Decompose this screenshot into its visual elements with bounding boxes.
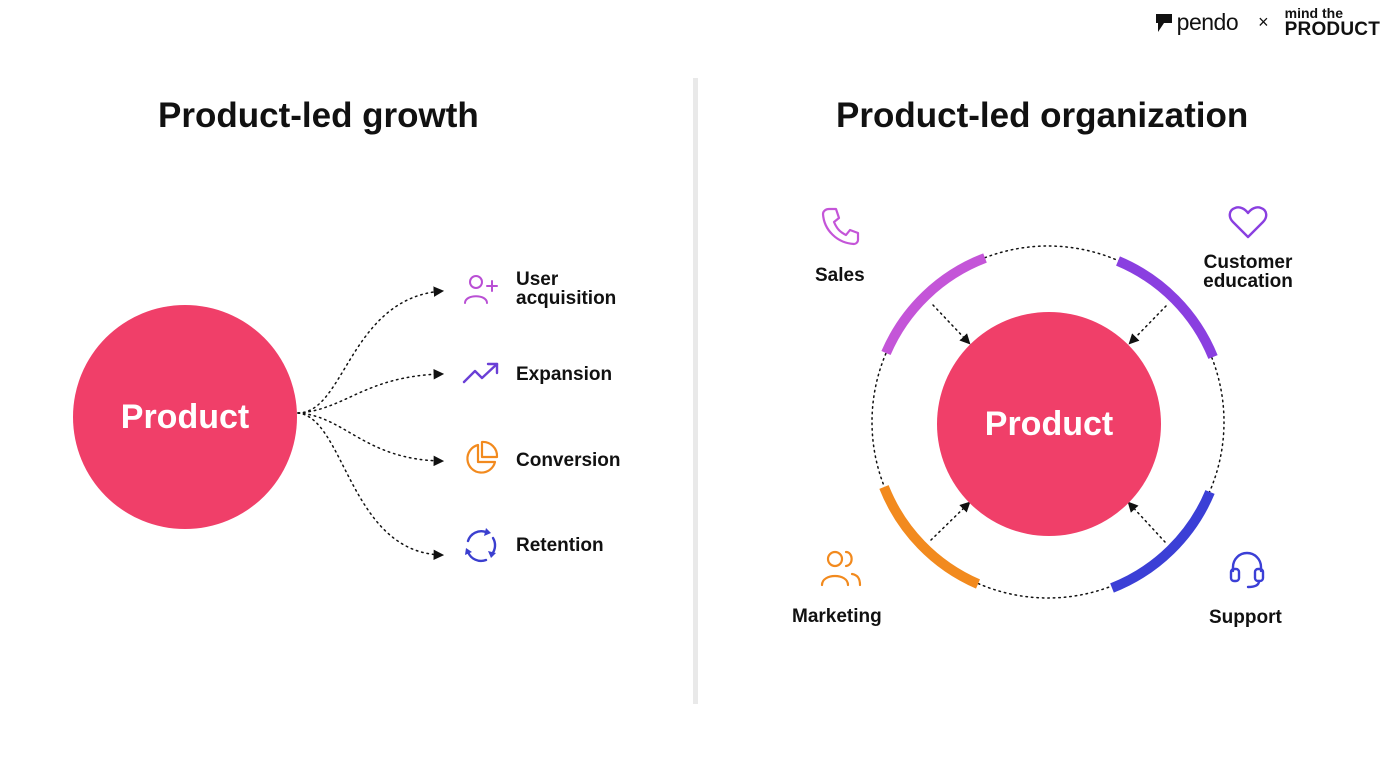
org-arrow-education	[1128, 305, 1167, 345]
label-user: User	[516, 269, 559, 290]
label-customer-education: Customer education	[1196, 253, 1300, 291]
growth-connector-acquisition	[297, 286, 445, 414]
mtp-logo-bottom: PRODUCT	[1284, 19, 1380, 40]
label-expansion: Expansion	[516, 364, 613, 385]
org-arrow-sales	[932, 304, 971, 345]
product-circle-right: Product	[937, 312, 1161, 536]
label-marketing: Marketing	[792, 606, 882, 627]
mind-the-product-logo: mind the PRODUCT	[1285, 6, 1380, 39]
support-arc	[1110, 490, 1215, 593]
brand-logos: pendo × mind the PRODUCT	[1153, 6, 1380, 39]
logo-separator: ×	[1258, 12, 1269, 32]
label-sales: Sales	[815, 265, 865, 286]
growth-connector-conversion	[297, 412, 445, 467]
label-conversion: Conversion	[516, 450, 621, 471]
heart-icon	[1228, 206, 1268, 239]
growth-connector-expansion	[297, 368, 445, 414]
sales-arc	[881, 253, 987, 355]
label-retention: Retention	[516, 535, 604, 556]
label-customer: Customer	[1203, 252, 1293, 273]
pendo-logo: pendo	[1153, 9, 1239, 36]
product-circle-left: Product	[73, 305, 297, 529]
marketing-arc	[879, 485, 980, 589]
pendo-mark-icon	[1155, 13, 1172, 32]
refresh-icon	[465, 528, 497, 563]
mtp-logo-top: mind the	[1284, 5, 1343, 21]
right-title: Product-led organization	[836, 96, 1249, 135]
org-arrow-support	[1127, 501, 1166, 543]
user-plus-icon	[464, 275, 498, 304]
label-user-acquisition: User acquisition	[516, 270, 616, 308]
org-arrow-marketing	[930, 501, 971, 541]
users-icon	[820, 550, 862, 587]
org-dotted-ring	[871, 245, 1225, 599]
pie-chart-icon	[466, 440, 499, 474]
trending-up-icon	[462, 362, 499, 384]
headset-icon	[1229, 551, 1265, 589]
left-title: Product-led growth	[158, 96, 479, 135]
growth-connector-retention	[297, 412, 445, 561]
label-support: Support	[1209, 607, 1282, 628]
label-acquisition: acquisition	[516, 288, 617, 309]
education-arc	[1116, 256, 1218, 359]
panel-divider	[693, 78, 698, 704]
pendo-logo-text: pendo	[1176, 9, 1239, 35]
label-education: education	[1203, 271, 1293, 292]
phone-icon	[821, 207, 860, 246]
